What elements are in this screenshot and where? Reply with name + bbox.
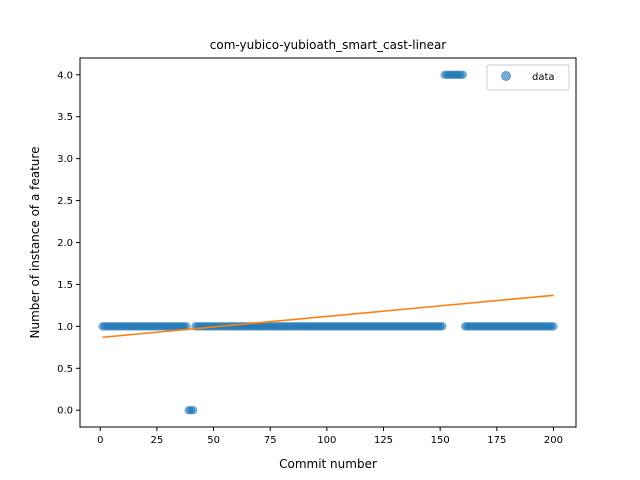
y-tick-label: 3.0: [57, 154, 73, 165]
x-tick-label: 125: [374, 435, 393, 446]
plot-area: [98, 70, 558, 415]
x-axis-title: Commit number: [279, 457, 377, 471]
y-tick-label: 2.5: [57, 196, 73, 207]
y-tick-label: 0.0: [57, 406, 73, 417]
data-point: [549, 322, 558, 331]
data-point: [458, 70, 468, 79]
y-tick-label: 3.5: [57, 112, 73, 123]
trend-line: [102, 294, 554, 339]
x-tick-label: 200: [544, 435, 563, 446]
x-tick-label: 100: [317, 435, 336, 446]
y-tick-label: 4.0: [57, 70, 73, 81]
data-point: [188, 406, 198, 415]
legend-label-data: data: [532, 72, 555, 83]
x-tick-label: 150: [431, 435, 450, 446]
trend-lines: [102, 294, 554, 339]
x-tick-label: 75: [264, 435, 277, 446]
y-tick-label: 0.5: [57, 364, 73, 375]
legend-box: [486, 64, 570, 91]
x-axis-ticks: 0 25 50 75 100 125 150 175 200: [97, 427, 563, 446]
x-tick-label: 25: [151, 435, 164, 446]
legend-marker-data: [501, 71, 511, 81]
chart-title: com-yubico-yubioath_smart_cast-linear: [210, 38, 447, 52]
x-tick-label: 0: [97, 435, 103, 446]
legend: data: [486, 64, 570, 91]
y-tick-label: 2.0: [57, 238, 73, 249]
data-points: [98, 70, 558, 415]
x-tick-label: 175: [487, 435, 506, 446]
y-axis-ticks: 0.0 0.5 1.0 1.5 2.0 2.5 3.0 3.5 4.0: [57, 70, 80, 417]
x-tick-label: 50: [207, 435, 220, 446]
y-tick-label: 1.5: [57, 280, 73, 291]
y-tick-label: 1.0: [57, 322, 73, 333]
data-point: [438, 322, 447, 331]
data-point: [182, 322, 191, 331]
y-axis-title: Number of instance of a feature: [28, 147, 42, 339]
